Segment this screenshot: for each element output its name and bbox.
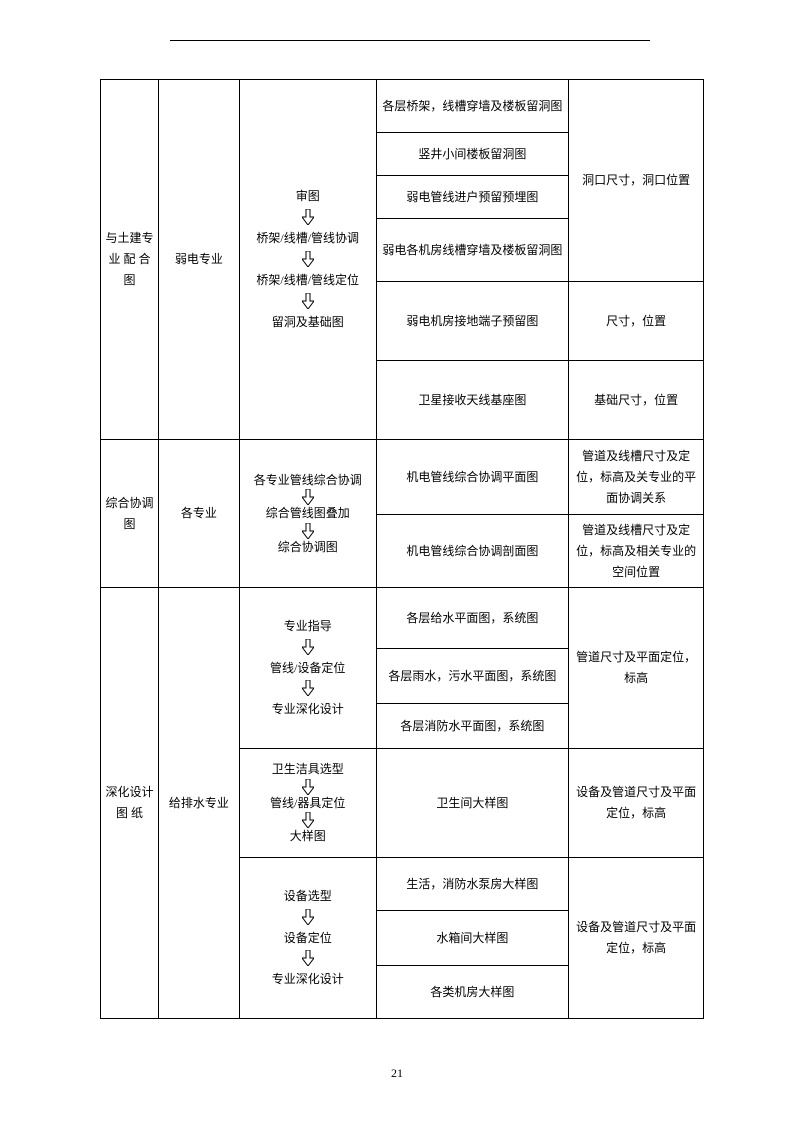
drawing-cell: 各层给水平面图，系统图 bbox=[376, 588, 569, 649]
flow-step: 桥架/线槽/管线定位 bbox=[256, 269, 359, 292]
process-flow: 设备选型设备定位专业深化设计 bbox=[244, 881, 372, 995]
drawing-cell: 水箱间大样图 bbox=[376, 911, 569, 966]
flow-step: 综合管线图叠加 bbox=[266, 504, 350, 523]
category-cell: 深化设计图 纸 bbox=[101, 588, 159, 1019]
flow-step: 设备定位 bbox=[284, 927, 332, 950]
drawing-cell: 各层桥架，线槽穿墙及楼板留洞图 bbox=[376, 80, 569, 133]
category-cell: 综合协调图 bbox=[101, 440, 159, 588]
spec-cell: 尺寸，位置 bbox=[569, 282, 704, 361]
flow-step: 审图 bbox=[296, 185, 320, 208]
drawing-cell: 各层雨水，污水平面图，系统图 bbox=[376, 649, 569, 704]
process-flow: 专业指导管线/设备定位专业深化设计 bbox=[244, 611, 372, 725]
flow-step: 专业指导 bbox=[284, 615, 332, 638]
flow-cell: 各专业管线综合协调综合管线图叠加综合协调图 bbox=[239, 440, 376, 588]
flow-cell: 审图桥架/线槽/管线协调桥架/线槽/管线定位留洞及基础图 bbox=[239, 80, 376, 440]
drawing-cell: 竖井小间楼板留洞图 bbox=[376, 133, 569, 176]
spec-cell: 洞口尺寸，洞口位置 bbox=[569, 80, 704, 282]
drawing-cell: 卫生间大样图 bbox=[376, 749, 569, 858]
main-table: 与土建专业 配 合图弱电专业审图桥架/线槽/管线协调桥架/线槽/管线定位留洞及基… bbox=[100, 79, 704, 1019]
flow-step: 大样图 bbox=[290, 827, 326, 846]
flow-cell: 专业指导管线/设备定位专业深化设计 bbox=[239, 588, 376, 749]
process-flow: 审图桥架/线槽/管线协调桥架/线槽/管线定位留洞及基础图 bbox=[244, 181, 372, 337]
spec-cell: 基础尺寸，位置 bbox=[569, 361, 704, 440]
drawing-cell: 弱电各机房线槽穿墙及楼板留洞图 bbox=[376, 219, 569, 282]
flow-step: 管线/设备定位 bbox=[270, 657, 345, 680]
flow-step: 综合协调图 bbox=[278, 538, 338, 557]
process-flow: 卫生洁具选型管线/器具定位大样图 bbox=[244, 756, 372, 850]
spec-cell: 设备及管道尺寸及平面定位，标高 bbox=[569, 858, 704, 1019]
spec-cell: 管道尺寸及平面定位，标高 bbox=[569, 588, 704, 749]
drawing-cell: 弱电机房接地端子预留图 bbox=[376, 282, 569, 361]
flow-step: 专业深化设计 bbox=[272, 968, 344, 991]
drawing-cell: 生活，消防水泵房大样图 bbox=[376, 858, 569, 911]
flow-step: 桥架/线槽/管线协调 bbox=[256, 227, 359, 250]
page-number: 21 bbox=[0, 1066, 794, 1081]
discipline-cell: 弱电专业 bbox=[159, 80, 240, 440]
category-cell: 与土建专业 配 合图 bbox=[101, 80, 159, 440]
flow-step: 管线/器具定位 bbox=[270, 794, 345, 813]
drawing-cell: 各层消防水平面图，系统图 bbox=[376, 704, 569, 749]
flow-step: 各专业管线综合协调 bbox=[254, 471, 362, 490]
flow-cell: 卫生洁具选型管线/器具定位大样图 bbox=[239, 749, 376, 858]
spec-cell: 设备及管道尺寸及平面定位，标高 bbox=[569, 749, 704, 858]
flow-cell: 设备选型设备定位专业深化设计 bbox=[239, 858, 376, 1019]
drawing-cell: 机电管线综合协调剖面图 bbox=[376, 515, 569, 588]
flow-step: 专业深化设计 bbox=[272, 698, 344, 721]
spec-cell: 管道及线槽尺寸及定位，标高及关专业的平面协调关系 bbox=[569, 440, 704, 515]
process-flow: 各专业管线综合协调综合管线图叠加综合协调图 bbox=[244, 467, 372, 561]
flow-step: 卫生洁具选型 bbox=[272, 760, 344, 779]
discipline-cell: 给排水专业 bbox=[159, 588, 240, 1019]
drawing-cell: 各类机房大样图 bbox=[376, 966, 569, 1019]
drawing-cell: 卫星接收天线基座图 bbox=[376, 361, 569, 440]
header-rule bbox=[170, 40, 650, 41]
discipline-cell: 各专业 bbox=[159, 440, 240, 588]
spec-cell: 管道及线槽尺寸及定位，标高及相关专业的空间位置 bbox=[569, 515, 704, 588]
drawing-cell: 机电管线综合协调平面图 bbox=[376, 440, 569, 515]
drawing-cell: 弱电管线进户预留预埋图 bbox=[376, 176, 569, 219]
flow-step: 留洞及基础图 bbox=[272, 311, 344, 334]
flow-step: 设备选型 bbox=[284, 885, 332, 908]
